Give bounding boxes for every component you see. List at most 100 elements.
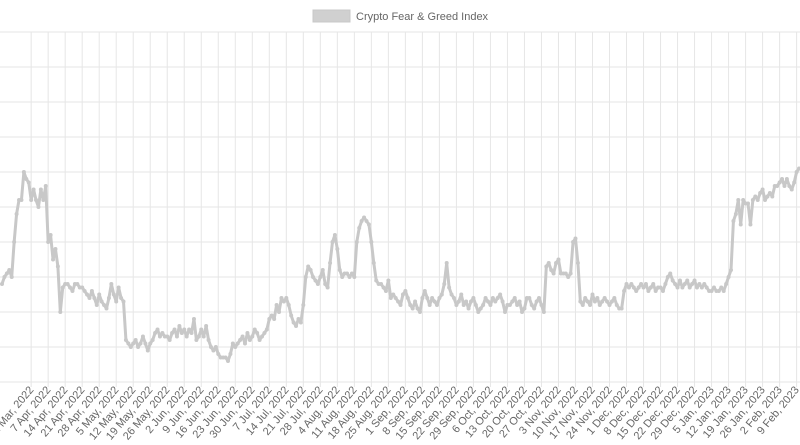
- data-point: [575, 261, 580, 265]
- data-point: [104, 306, 109, 311]
- data-point: [573, 236, 578, 241]
- data-point: [213, 345, 218, 349]
- data-point: [225, 359, 230, 363]
- data-point: [121, 299, 126, 304]
- data-point: [114, 299, 119, 304]
- data-point: [636, 285, 641, 290]
- data-point: [177, 324, 182, 328]
- data-point: [206, 338, 211, 342]
- data-point: [131, 341, 136, 346]
- data-point: [748, 222, 753, 227]
- data-point: [323, 282, 328, 286]
- data-point: [600, 299, 605, 304]
- data-point: [451, 296, 456, 300]
- data-point: [544, 264, 549, 269]
- data-point: [243, 341, 247, 346]
- data-point: [340, 275, 345, 279]
- data-point: [294, 324, 299, 328]
- data-point: [9, 275, 14, 279]
- data-point: [449, 292, 454, 297]
- data-point: [170, 331, 175, 335]
- data-point: [483, 296, 488, 300]
- data-point: [624, 282, 629, 286]
- data-point: [116, 285, 121, 290]
- data-point: [364, 219, 369, 223]
- data-point: [583, 296, 588, 300]
- data-point: [308, 268, 313, 272]
- data-point: [731, 219, 736, 223]
- data-point: [422, 289, 427, 293]
- data-point: [80, 285, 85, 290]
- data-point: [196, 334, 201, 339]
- data-point: [408, 303, 413, 307]
- data-point: [682, 282, 687, 286]
- data-point: [60, 285, 65, 290]
- data-point: [264, 327, 269, 332]
- data-point: [238, 338, 243, 342]
- data-point: [240, 334, 245, 339]
- data-point: [522, 306, 527, 311]
- data-point: [549, 268, 554, 272]
- data-point: [454, 303, 459, 307]
- data-point: [546, 261, 551, 265]
- data-point: [19, 198, 24, 202]
- data-point: [668, 271, 673, 276]
- data-point: [585, 299, 590, 304]
- data-point: [405, 296, 410, 300]
- data-point: [427, 303, 432, 307]
- data-point: [537, 296, 542, 300]
- data-point: [797, 166, 800, 171]
- data-point: [235, 341, 240, 346]
- data-point: [155, 327, 160, 332]
- data-point: [719, 285, 724, 290]
- data-point: [665, 275, 670, 279]
- data-point: [383, 289, 388, 293]
- data-point: [687, 285, 692, 290]
- data-point: [789, 187, 794, 192]
- data-point: [296, 317, 301, 321]
- data-point: [648, 285, 653, 290]
- data-point: [51, 257, 56, 262]
- data-point: [260, 334, 265, 339]
- data-point: [755, 198, 760, 202]
- data-point: [145, 348, 150, 353]
- data-point: [167, 338, 172, 342]
- data-point: [357, 226, 362, 230]
- data-point: [291, 320, 296, 325]
- data-point: [75, 282, 80, 286]
- data-point: [320, 268, 325, 272]
- data-point: [201, 334, 206, 339]
- data-point: [532, 306, 537, 311]
- data-point: [468, 299, 473, 304]
- data-point: [430, 296, 435, 300]
- data-point: [208, 345, 213, 349]
- data-point: [140, 334, 145, 339]
- data-point: [566, 275, 571, 279]
- data-point: [529, 303, 534, 307]
- data-point: [306, 264, 311, 269]
- data-point: [106, 296, 111, 300]
- data-point: [111, 292, 116, 297]
- data-point: [391, 292, 396, 297]
- data-point: [252, 327, 257, 332]
- data-point: [726, 275, 731, 279]
- data-point: [233, 345, 238, 349]
- data-point: [520, 310, 525, 314]
- data-point: [345, 271, 350, 276]
- data-point: [646, 289, 651, 293]
- data-point: [0, 282, 4, 286]
- data-point: [53, 247, 58, 251]
- data-point: [607, 303, 612, 307]
- data-point: [26, 180, 31, 185]
- data-point: [160, 331, 165, 335]
- data-point: [153, 331, 158, 335]
- data-point: [82, 289, 87, 293]
- data-point: [541, 310, 546, 314]
- data-point: [359, 219, 364, 223]
- data-point: [432, 299, 437, 304]
- data-point: [228, 352, 233, 356]
- data-point: [396, 299, 401, 304]
- data-point: [503, 310, 508, 314]
- data-point: [413, 299, 418, 304]
- data-point: [123, 338, 128, 342]
